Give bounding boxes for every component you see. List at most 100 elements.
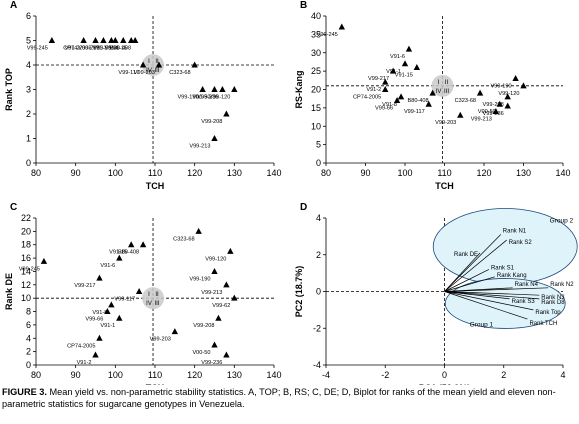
data-point xyxy=(80,37,87,43)
data-point xyxy=(139,61,147,68)
point-label: CP74-2005 xyxy=(67,343,95,349)
x-tick-label: 130 xyxy=(227,370,242,380)
data-point xyxy=(492,108,500,115)
data-point xyxy=(504,102,511,109)
y-tick-label: 25 xyxy=(311,66,321,76)
y-tick-label: -4 xyxy=(313,360,321,370)
vector-label: Rank D8 xyxy=(541,300,565,306)
vector-label: Rank S1 xyxy=(491,265,515,271)
data-point xyxy=(211,135,218,141)
y-tick-label: 16 xyxy=(21,253,31,263)
x-tick-label: 100 xyxy=(108,370,123,380)
vector-label: Rank N4 xyxy=(515,282,539,288)
data-point xyxy=(425,100,432,107)
data-point xyxy=(520,82,527,89)
data-point xyxy=(512,74,519,81)
panel-d: D -4 -2 0 2 4 -4 -2 0 2 4 PC1 (52.9%) PC2 (18.7%) Gro… xyxy=(294,202,578,385)
data-point xyxy=(223,351,230,358)
data-point xyxy=(100,37,107,43)
data-point xyxy=(231,86,238,92)
point-label: V99-208 xyxy=(201,119,222,125)
point-label: V00-50 xyxy=(478,109,496,115)
quadrant-circle xyxy=(431,74,454,97)
x-axis-title: TCH xyxy=(146,181,165,191)
x-tick-label: 80 xyxy=(321,168,331,178)
panel-letter: B xyxy=(300,0,307,11)
panel-letter: A xyxy=(10,0,17,11)
data-point xyxy=(457,111,464,118)
point-label: V91-2 xyxy=(65,46,80,52)
data-point xyxy=(219,86,226,92)
y-tick-label: 0 xyxy=(316,158,321,168)
y-tick-label: 10 xyxy=(311,121,321,131)
point-label: V99-217 xyxy=(78,46,99,52)
loading-vector xyxy=(444,291,540,296)
point-label: V91-1 xyxy=(92,46,107,52)
point-label: V91-8 xyxy=(92,310,107,316)
data-point xyxy=(382,86,389,92)
loading-vector xyxy=(444,287,549,292)
y-tick-label: 2 xyxy=(26,347,31,357)
data-point xyxy=(155,61,163,68)
loading-vector xyxy=(444,234,502,292)
x-tick-label: 90 xyxy=(360,168,370,178)
point-label: V91-1 xyxy=(100,323,115,329)
quadrant-circle xyxy=(142,54,165,76)
caption-text: Mean yield vs. non-parametric stability … xyxy=(2,387,556,409)
y-tick-label: 20 xyxy=(311,85,321,95)
x-tick-label: 2 xyxy=(501,370,506,380)
x-tick-label: 110 xyxy=(148,168,162,178)
y-tick-label: 18 xyxy=(21,240,31,250)
y-tick-label: 10 xyxy=(21,293,31,303)
y-axis-title: PC2 (18.7%) xyxy=(294,266,304,318)
data-point xyxy=(223,281,230,288)
point-label: V91-6 xyxy=(390,54,405,60)
point-label: V99-203 xyxy=(134,70,155,76)
data-point xyxy=(139,241,147,248)
data-point xyxy=(382,78,389,85)
point-label: B80-408 xyxy=(407,98,428,104)
point-label: V99-245 xyxy=(27,46,48,52)
panel-a: A 80 90 100 110 120 130 140 0 1 2 3 4 5 6 TCH Rank TOP I I… xyxy=(4,0,282,191)
x-tick-label: 90 xyxy=(71,168,81,178)
x-axis-title: TCH xyxy=(146,383,165,385)
quadrant-label: III xyxy=(155,68,160,74)
x-tick-label: 130 xyxy=(516,168,531,178)
y-tick-label: 30 xyxy=(311,48,321,58)
point-label: V99-120 xyxy=(498,91,519,97)
x-tick-label: 110 xyxy=(148,370,162,380)
point-label: B80-408 xyxy=(118,250,139,256)
y-tick-label: 0 xyxy=(316,287,321,297)
point-label: V91-8 xyxy=(382,102,397,108)
x-tick-label: 140 xyxy=(266,370,281,380)
x-tick-label: 120 xyxy=(476,168,491,178)
x-tick-label: 120 xyxy=(187,168,202,178)
quadrant-label: III xyxy=(155,301,160,307)
quadrant-label: I xyxy=(148,292,150,298)
data-point xyxy=(215,314,222,321)
y-axis-title: Rank TOP xyxy=(4,68,14,111)
x-tick-label: 4 xyxy=(560,370,565,380)
y-tick-label: 40 xyxy=(311,11,321,21)
data-point xyxy=(211,267,218,274)
loading-vector xyxy=(444,252,481,292)
x-tick-label: 80 xyxy=(31,168,41,178)
y-tick-label: 6 xyxy=(26,320,31,330)
y-tick-label: 1 xyxy=(26,134,31,144)
data-point xyxy=(401,60,409,67)
vector-label: Rank DE xyxy=(454,252,478,258)
quadrant-label: II xyxy=(155,292,159,298)
x-tick-label: 130 xyxy=(227,168,242,178)
point-label: V99-208 xyxy=(483,102,504,108)
point-label: CP74-2005 xyxy=(353,95,381,101)
data-point xyxy=(191,61,198,68)
data-point xyxy=(504,93,511,100)
vector-label: Rank Top xyxy=(535,310,561,316)
y-tick-label: 4 xyxy=(26,60,31,70)
point-label: V99-208 xyxy=(193,323,214,329)
data-point xyxy=(40,257,48,264)
point-label: V91-6 xyxy=(100,263,115,269)
quadrant-circle xyxy=(142,287,165,310)
axes xyxy=(35,16,274,164)
